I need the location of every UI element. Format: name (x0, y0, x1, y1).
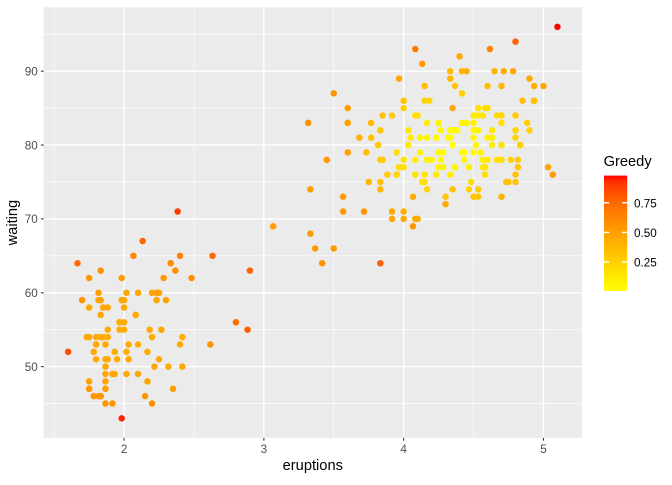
svg-text:0.25: 0.25 (634, 257, 657, 270)
svg-text:2: 2 (121, 443, 128, 456)
svg-text:0.50: 0.50 (634, 227, 657, 240)
svg-text:90: 90 (25, 65, 39, 78)
svg-text:80: 80 (25, 139, 39, 152)
svg-text:eruptions: eruptions (283, 458, 343, 474)
svg-text:0.75: 0.75 (634, 197, 657, 210)
svg-text:3: 3 (261, 443, 268, 456)
svg-text:waiting: waiting (5, 200, 21, 247)
svg-text:60: 60 (25, 287, 39, 300)
svg-text:70: 70 (25, 213, 39, 226)
svg-text:4: 4 (400, 443, 407, 456)
svg-text:Greedy: Greedy (604, 154, 653, 170)
svg-text:50: 50 (25, 361, 39, 374)
svg-text:5: 5 (540, 443, 547, 456)
